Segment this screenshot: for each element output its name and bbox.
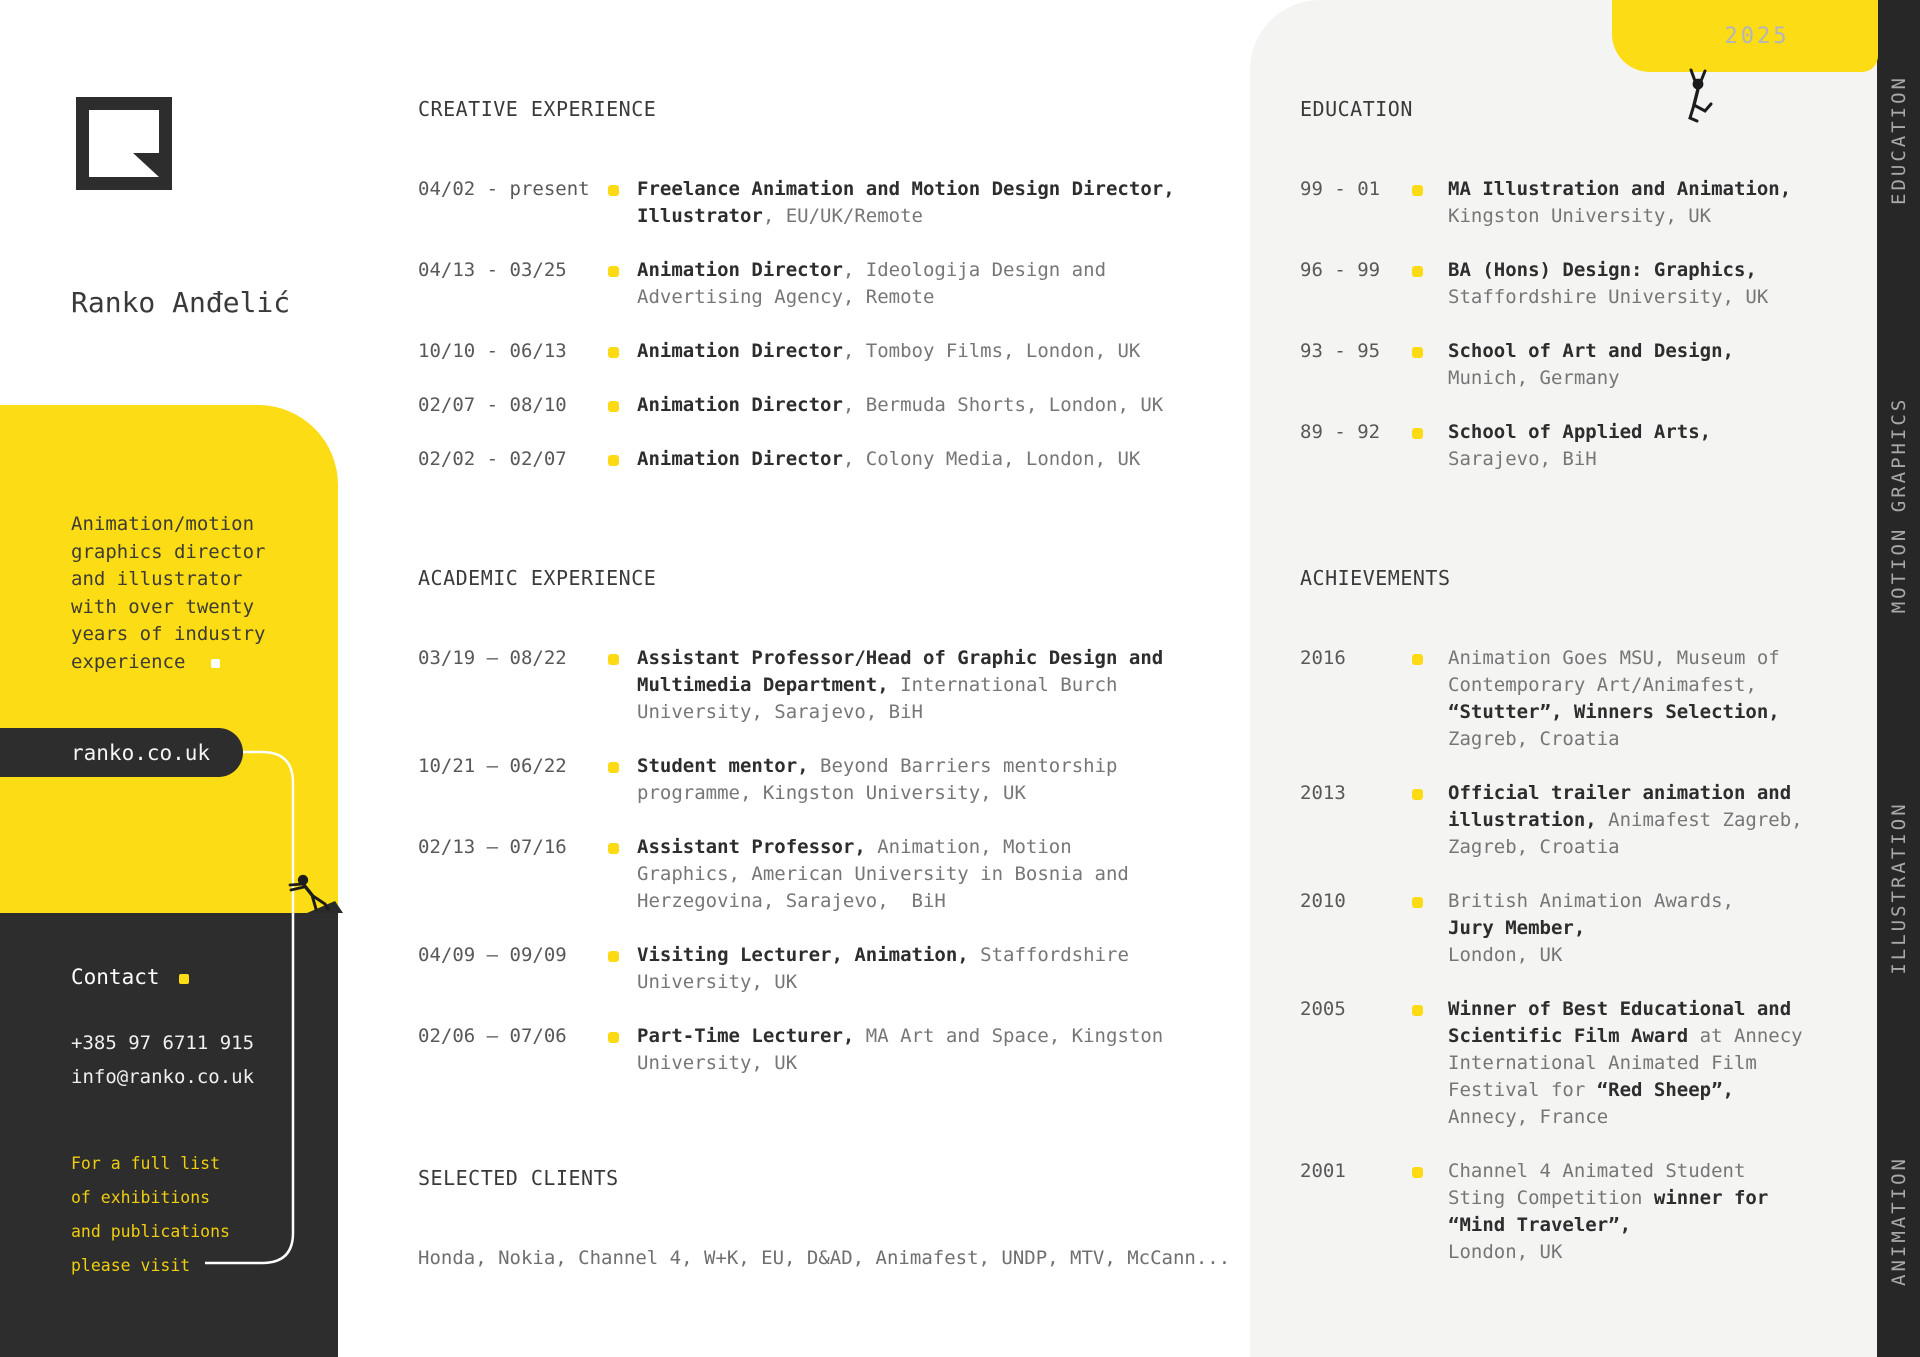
bullet-icon — [1412, 185, 1423, 196]
bullet-icon — [608, 951, 619, 962]
bullet-icon — [1412, 428, 1423, 439]
entry-date: 04/09 – 09/09 — [418, 944, 567, 966]
clients-list: Honda, Nokia, Channel 4, W+K, EU, D&AD, … — [418, 1247, 1231, 1269]
creative-experience-entry: 04/02 - present Freelance Animation and M… — [418, 176, 1258, 230]
entry-date: 2010 — [1300, 890, 1346, 912]
year-label: 2025 — [1724, 23, 1790, 49]
achievements-section: ACHIEVEMENTS 2016 Animation Goes MSU, Mus… — [1300, 565, 1860, 1293]
yellow-dot-icon — [178, 974, 189, 984]
education-entry: 99 - 01 MA Illustration and Animation, Kin… — [1300, 176, 1860, 230]
section-heading: SELECTED CLIENTS — [418, 1166, 619, 1190]
bullet-icon — [1412, 347, 1423, 358]
academic-experience-entry: 03/19 – 08/22 Assistant Professor/Head of… — [418, 645, 1258, 726]
bullet-icon — [1412, 789, 1423, 800]
creative-experience-entry: 10/10 - 06/13 Animation Director, Tomboy … — [418, 338, 1258, 365]
year-tab: 2025 — [1612, 0, 1878, 72]
sidebar-footer-note: For a full list of exhibitions and publica… — [71, 1154, 230, 1275]
entry-date: 10/21 – 06/22 — [418, 755, 567, 777]
bullet-icon — [1412, 266, 1423, 277]
sidebar-yellow-panel: Animation/motion graphics director and ill… — [0, 405, 338, 913]
bullet-icon — [608, 401, 619, 412]
bullet-icon — [608, 762, 619, 773]
academic-experience-section: ACADEMIC EXPERIENCE 03/19 – 08/22 Assista… — [418, 565, 1258, 1104]
education-entry: 89 - 92 School of Applied Arts, Sarajevo, … — [1300, 419, 1860, 473]
selected-clients-section: SELECTED CLIENTS Honda, Nokia, Channel 4… — [418, 1165, 1278, 1269]
website-label: ranko.co.uk — [71, 740, 211, 765]
strip-label-education: EDUCATION — [1887, 75, 1910, 205]
email-address[interactable]: info@ranko.co.uk — [71, 1066, 255, 1088]
entry-date: 93 - 95 — [1300, 340, 1381, 362]
entry-date: 99 - 01 — [1300, 178, 1381, 200]
hanging-stick-figure-illustration — [1688, 68, 1713, 123]
achievement-entry: 2010 British Animation Awards, Jury Member… — [1300, 888, 1860, 969]
bullet-icon — [608, 843, 619, 854]
education-entry: 96 - 99 BA (Hons) Design: Graphics, Staffo… — [1300, 257, 1860, 311]
entry-date: 2005 — [1300, 998, 1346, 1020]
white-dot-icon — [211, 658, 221, 668]
speech-bubble-logo-icon — [76, 97, 172, 190]
bullet-icon — [608, 185, 619, 196]
bullet-icon — [1412, 897, 1423, 908]
academic-experience-entry: 02/06 – 07/06 Part-Time Lecturer, MA Art … — [418, 1023, 1258, 1077]
bullet-icon — [608, 654, 619, 665]
academic-experience-entry: 02/13 – 07/16 Assistant Professor, Animat… — [418, 834, 1258, 915]
entry-date: 2016 — [1300, 647, 1346, 669]
entry-date: 02/13 – 07/16 — [418, 836, 567, 858]
entry-date: 04/13 - 03/25 — [418, 259, 567, 281]
creative-experience-section: CREATIVE EXPERIENCE 04/02 - present Freel… — [418, 96, 1258, 500]
achievement-entry: 2016 Animation Goes MSU, Museum of Contemp… — [1300, 645, 1860, 753]
entry-date: 02/07 - 08/10 — [418, 394, 567, 416]
entry-date: 02/06 – 07/06 — [418, 1025, 567, 1047]
entry-date: 89 - 92 — [1300, 421, 1381, 443]
achievement-entry: 2005 Winner of Best Educational and Scient… — [1300, 996, 1860, 1131]
person-name: Ranko Anđelić — [71, 286, 291, 319]
academic-experience-entry: 10/21 – 06/22 Student mentor, Beyond Barr… — [418, 753, 1258, 807]
strip-label-animation: ANIMATION — [1887, 1156, 1910, 1286]
section-heading: CREATIVE EXPERIENCE — [418, 97, 657, 121]
strip-label-illustration: ILLUSTRATION — [1887, 801, 1910, 975]
bullet-icon — [608, 347, 619, 358]
entry-date: 03/19 – 08/22 — [418, 647, 567, 669]
strip-label-motion-graphics: MOTION GRAPHICS — [1887, 396, 1910, 614]
bullet-icon — [608, 1032, 619, 1043]
creative-experience-entry: 02/07 - 08/10 Animation Director, Bermuda… — [418, 392, 1258, 419]
education-entry: 93 - 95 School of Art and Design, Munich, … — [1300, 338, 1860, 392]
bullet-icon — [608, 455, 619, 466]
entry-date: 2013 — [1300, 782, 1346, 804]
section-heading: ACADEMIC EXPERIENCE — [418, 566, 657, 590]
creative-experience-entry: 02/02 - 02/07 Animation Director, Colony … — [418, 446, 1258, 473]
section-heading: ACHIEVEMENTS — [1300, 566, 1451, 590]
entry-date: 04/02 - present — [418, 178, 590, 200]
website-button[interactable]: ranko.co.uk — [0, 728, 243, 777]
contact-heading: Contact — [71, 965, 189, 989]
phone-number[interactable]: +385 97 6711 915 — [71, 1032, 255, 1054]
vertical-tag-strip: EDUCATION MOTION GRAPHICS ILLUSTRATION ANIM… — [1877, 0, 1920, 1357]
achievement-entry: 2001 Channel 4 Animated Student Sting Comp… — [1300, 1158, 1860, 1266]
bullet-icon — [1412, 1167, 1423, 1178]
creative-experience-entry: 04/13 - 03/25 Animation Director, Ideolog… — [418, 257, 1258, 311]
entry-date: 2001 — [1300, 1160, 1346, 1182]
pushing-stick-figure-illustration — [288, 874, 343, 913]
connector-line — [205, 750, 295, 1265]
academic-experience-entry: 04/09 – 09/09 Visiting Lecturer, Animatio… — [418, 942, 1258, 996]
profile-summary: Animation/motion graphics director and ill… — [71, 513, 266, 673]
section-heading: EDUCATION — [1300, 97, 1413, 121]
entry-date: 10/10 - 06/13 — [418, 340, 567, 362]
bullet-icon — [608, 266, 619, 277]
entry-date: 02/02 - 02/07 — [418, 448, 567, 470]
bullet-icon — [1412, 1005, 1423, 1016]
entry-date: 96 - 99 — [1300, 259, 1381, 281]
right-background-panel — [1250, 0, 1877, 1357]
education-section: EDUCATION 99 - 01 MA Illustration and Ani… — [1300, 96, 1860, 500]
contact-panel — [0, 913, 338, 1357]
bullet-icon — [1412, 654, 1423, 665]
achievement-entry: 2013 Official trailer animation and illust… — [1300, 780, 1860, 861]
